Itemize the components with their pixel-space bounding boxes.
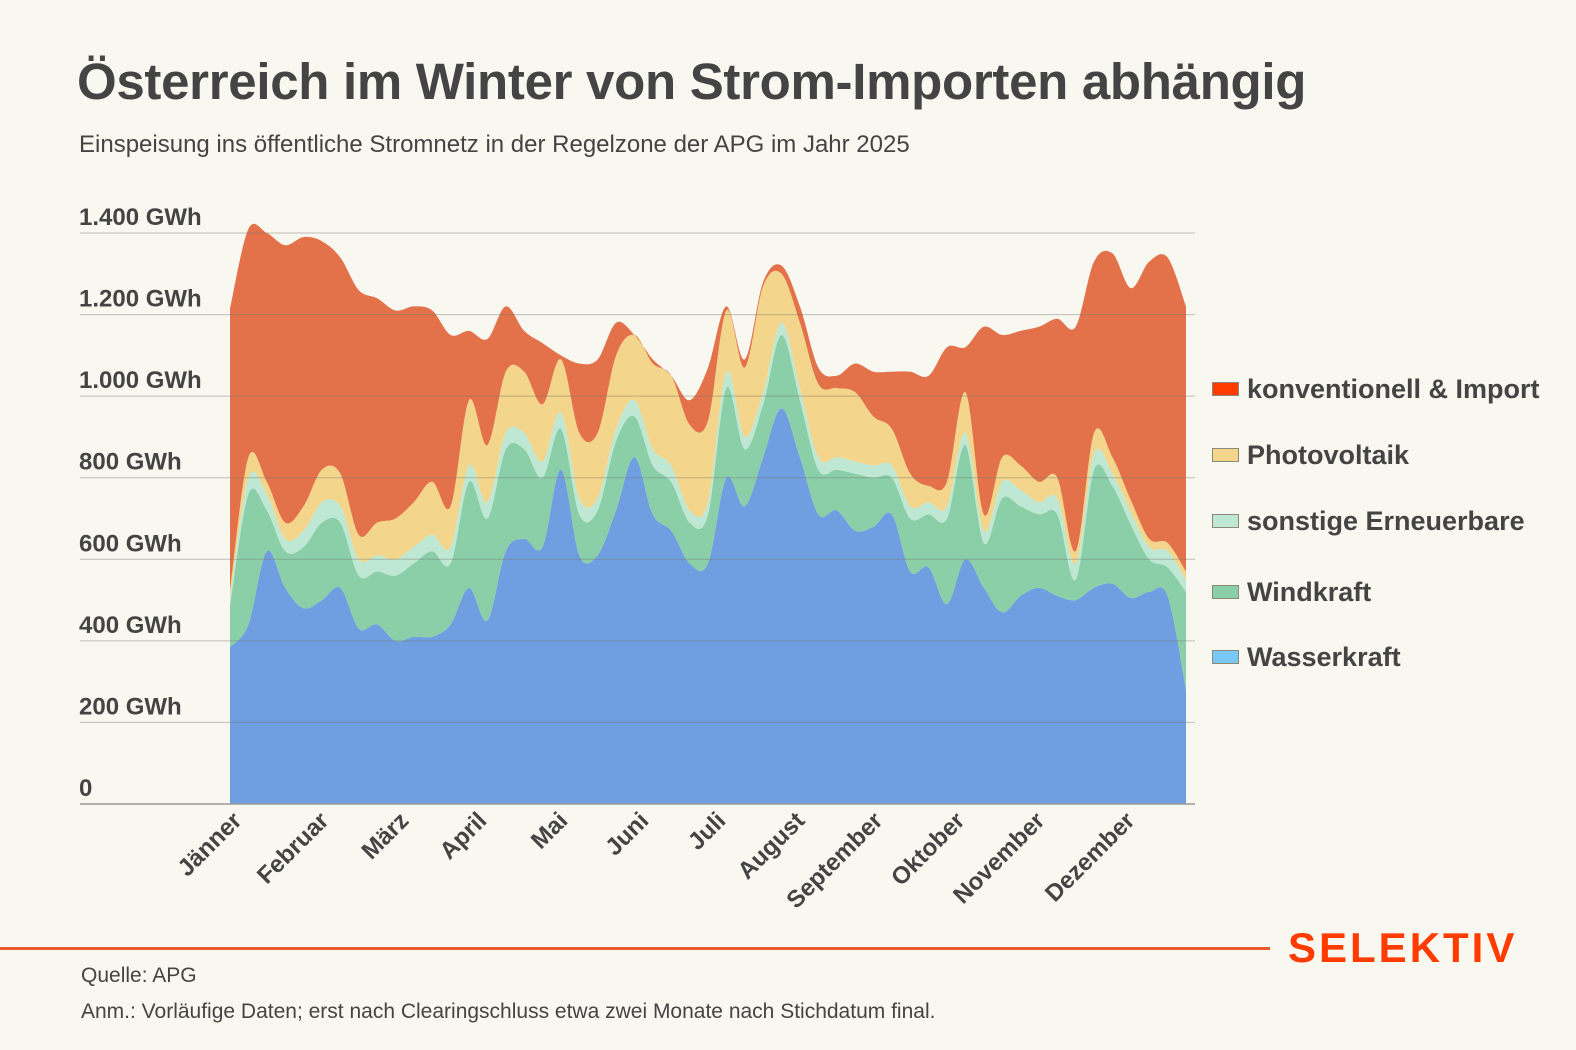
source-note: Quelle: APG: [81, 964, 197, 987]
y-tick-label: 1.400 GWh: [79, 204, 202, 231]
legend-label: sonstige Erneuerbare: [1247, 505, 1525, 536]
y-axis-ticks: 0 200 GWh 400 GWh 600 GWh 800 GWh 1.000 GWh 1.…: [79, 204, 202, 802]
y-tick-label: 200 GWh: [79, 693, 182, 720]
x-tick-label: August: [733, 807, 811, 885]
x-tick-label: Februar: [252, 807, 334, 889]
chart-subtitle: Einspeisung ins öffentliche Stromnetz in…: [79, 131, 910, 158]
x-tick-label: Juni: [600, 807, 654, 861]
brand-logo: SELEKTIV: [1288, 924, 1518, 971]
area-wasserkraft: [230, 408, 1186, 804]
x-tick-label: April: [434, 807, 492, 865]
y-tick-label: 1.000 GWh: [79, 367, 202, 394]
x-tick-label: Juli: [683, 807, 731, 855]
area-konventionell-import: [230, 223, 1186, 590]
y-tick-label: 400 GWh: [79, 612, 182, 639]
y-tick-label: 600 GWh: [79, 530, 182, 557]
legend-swatch-sonstige-erneuerbare: [1212, 514, 1239, 528]
legend-swatch-windkraft: [1212, 585, 1239, 599]
x-tick-label: Jänner: [172, 807, 247, 882]
legend-swatch-photovoltaik: [1212, 448, 1239, 462]
legend-item-wasserkraft: Wasserkraft: [1212, 640, 1401, 674]
area-photovoltaik: [230, 270, 1186, 598]
legend-label: Wasserkraft: [1247, 641, 1401, 672]
y-tick-label: 1.200 GWh: [79, 286, 202, 313]
legend-label: konventionell & Import: [1247, 373, 1540, 404]
legend-label: Windkraft: [1247, 576, 1372, 607]
legend-item-windkraft: Windkraft: [1212, 575, 1371, 609]
legend-swatch-wasserkraft: [1212, 650, 1239, 664]
legend-swatch-konventionell-import: [1212, 382, 1239, 396]
legend-item-konventionell-import: konventionell & Import: [1212, 372, 1540, 406]
x-tick-label: Dezember: [1040, 807, 1140, 907]
chart-title: Österreich im Winter von Strom-Importen …: [77, 53, 1307, 110]
legend-item-photovoltaik: Photovoltaik: [1212, 438, 1409, 472]
x-axis-ticks: Jänner Februar März April Mai Juni Juli AugustS…: [172, 807, 1140, 914]
footer-divider: [0, 947, 1270, 950]
x-tick-label: Mai: [526, 807, 573, 854]
x-tick-label: März: [356, 807, 414, 865]
areas-layer: [230, 223, 1186, 804]
legend-label: Photovoltaik: [1247, 439, 1410, 470]
area-windkraft: [230, 334, 1186, 690]
y-tick-label: 0: [79, 775, 92, 802]
legend-item-sonstige-erneuerbare: sonstige Erneuerbare: [1212, 504, 1525, 538]
y-tick-label: 800 GWh: [79, 449, 182, 476]
data-note: Anm.: Vorläufige Daten; erst nach Cleari…: [81, 1000, 936, 1023]
gridlines: [80, 232, 1195, 805]
x-tick-label: Oktober: [886, 807, 970, 891]
